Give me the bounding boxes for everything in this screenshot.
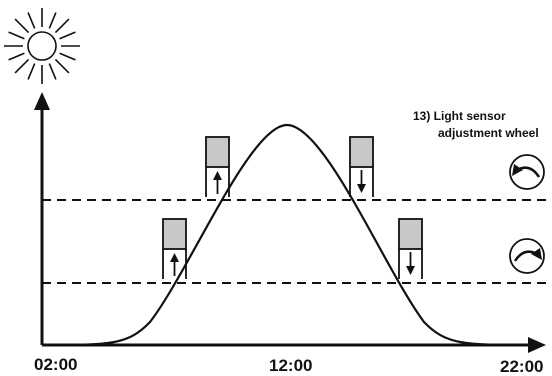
sun-icon [4, 8, 80, 84]
annotation-line-2: adjustment wheel [438, 126, 539, 140]
shutter-close-arrow-icon [398, 218, 423, 279]
time-label-mid: 12:00 [269, 356, 312, 375]
annotation-line-1: 13) Light sensor [413, 109, 506, 123]
shutter-close-arrow-icon [349, 136, 374, 197]
rotate-clockwise-icon [509, 238, 545, 274]
shutter-open-arrow-icon [162, 218, 187, 279]
time-label-start: 02:00 [34, 355, 77, 374]
shutter-open-arrow-icon [205, 136, 230, 197]
x-axis-arrow [528, 337, 546, 353]
daylight-curve [43, 123, 531, 347]
time-label-end: 22:00 [500, 357, 543, 376]
rotate-counterclockwise-icon [509, 154, 545, 190]
axes [34, 92, 546, 353]
y-axis-arrow [34, 92, 50, 110]
